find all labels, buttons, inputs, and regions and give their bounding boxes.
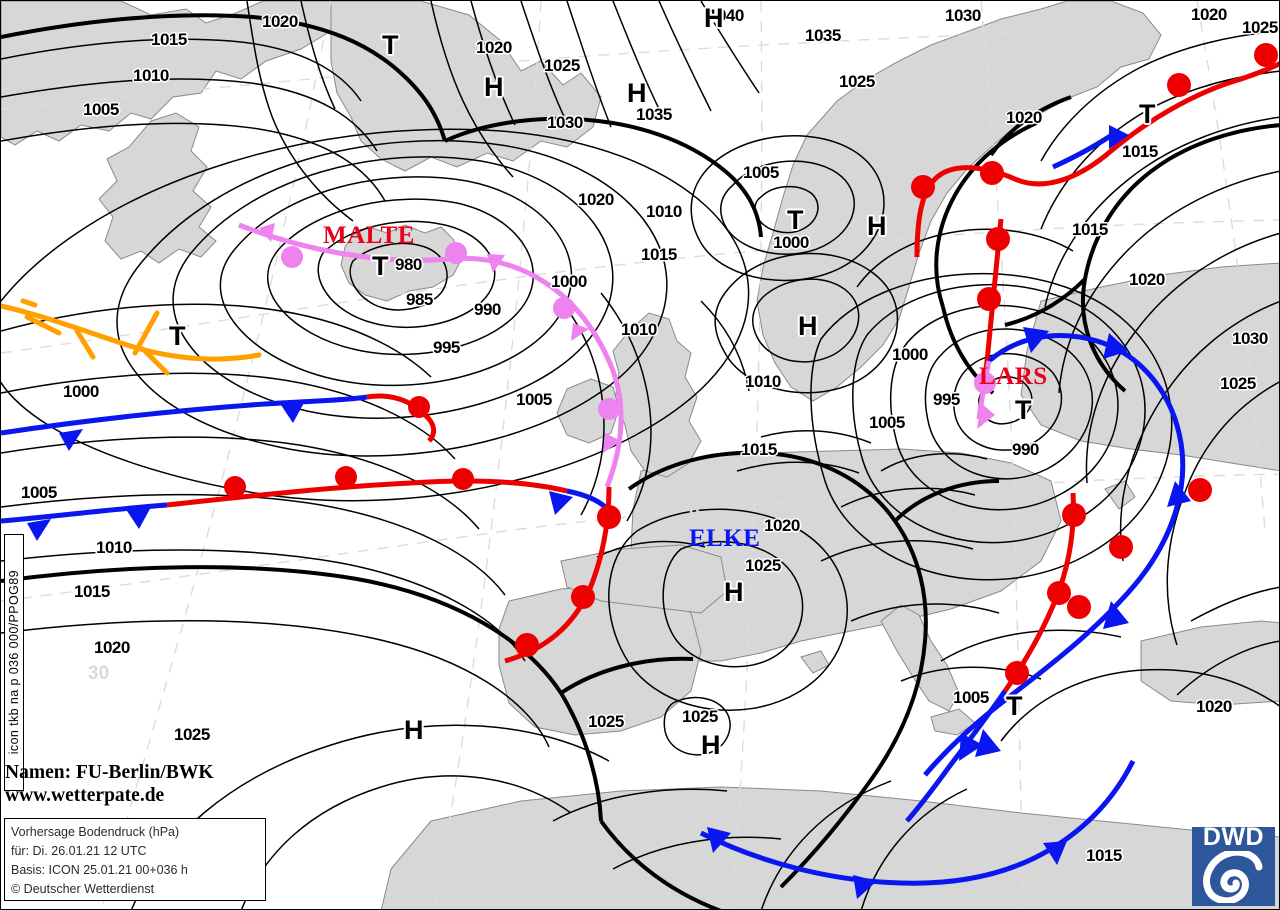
isobar-label: 1005 bbox=[743, 163, 779, 182]
isobar-label: 1030 bbox=[547, 113, 583, 132]
high-center-symbol: H bbox=[724, 577, 744, 607]
isobar-label: 1005 bbox=[21, 483, 57, 502]
isobar-label: 980 bbox=[395, 255, 422, 274]
isobar-label: 1025 bbox=[682, 707, 718, 726]
trough-line bbox=[1, 298, 262, 376]
isobar-label: 1035 bbox=[805, 26, 841, 45]
isobar-label: 1030 bbox=[945, 6, 981, 25]
graticule-label: 30 bbox=[88, 663, 110, 684]
isobar-label: 1030 bbox=[1232, 329, 1268, 348]
low-center-symbol: T bbox=[1015, 395, 1032, 425]
isobar-label: 1005 bbox=[83, 100, 119, 119]
front-norway bbox=[911, 43, 1279, 258]
front-iberia bbox=[504, 486, 621, 664]
high-center-symbol: H bbox=[627, 78, 647, 108]
front-italy bbox=[905, 492, 1086, 823]
product-id-strip: icon tkb na p 036 000/PPOG89 bbox=[4, 534, 24, 791]
isobar-label: 1000 bbox=[551, 272, 587, 291]
isobar-label: 1010 bbox=[133, 66, 169, 85]
graticule-label: 0 bbox=[689, 502, 700, 523]
isobar-label: 985 bbox=[406, 290, 433, 309]
isobar-label: 1020 bbox=[476, 38, 512, 57]
isobar-label: 1015 bbox=[74, 582, 110, 601]
isobar-label: 1015 bbox=[1122, 142, 1158, 161]
spiral-icon bbox=[1203, 851, 1263, 903]
isobar-label: 1020 bbox=[578, 190, 614, 209]
low-center-symbol: T bbox=[787, 205, 804, 235]
high-center-symbol: H bbox=[867, 211, 887, 241]
isobar-label: 1010 bbox=[96, 538, 132, 557]
low-center-symbol: T bbox=[372, 251, 389, 281]
system-name-lars: LARS bbox=[979, 363, 1048, 390]
high-center-symbol: H bbox=[404, 715, 424, 745]
isobar-label: 1005 bbox=[869, 413, 905, 432]
low-center-symbol: T bbox=[382, 30, 399, 60]
isobar-label: 1025 bbox=[174, 725, 210, 744]
isobar-label: 1020 bbox=[1129, 270, 1165, 289]
high-center-symbol: H bbox=[484, 72, 504, 102]
isobar-label: 990 bbox=[1012, 440, 1039, 459]
dwd-logo-text: DWD bbox=[1202, 827, 1265, 851]
isobar-label: 1000 bbox=[892, 345, 928, 364]
isobar-label: 1010 bbox=[646, 202, 682, 221]
credit-block: Namen: FU-Berlin/BWK www.wetterpate.de bbox=[5, 761, 214, 807]
isobar-label: 1025 bbox=[1242, 18, 1278, 37]
front-mediterranean bbox=[699, 759, 1136, 899]
isobar-label: 1040 bbox=[708, 6, 744, 25]
isobar-label: 1025 bbox=[588, 712, 624, 731]
low-center-symbol: T bbox=[169, 321, 186, 351]
front-topright-low bbox=[1051, 125, 1129, 170]
isobar-label: 1035 bbox=[636, 105, 672, 124]
graticule-label: 60 bbox=[154, 48, 176, 69]
info-copyright: © Deutscher Wetterdienst bbox=[11, 882, 155, 896]
isobar-label: 1020 bbox=[1191, 5, 1227, 24]
high-center-symbol: H bbox=[704, 3, 724, 33]
isobar-label: 1025 bbox=[1220, 374, 1256, 393]
dwd-logo: DWD bbox=[1192, 827, 1275, 906]
isobar-label: 1000 bbox=[63, 382, 99, 401]
isobar-label: 1015 bbox=[151, 30, 187, 49]
credit-line-names: Namen: FU-Berlin/BWK bbox=[5, 762, 214, 783]
occluded-front-malte bbox=[238, 222, 624, 488]
isobar-label: 1010 bbox=[621, 320, 657, 339]
info-title: Vorhersage Bodendruck (hPa) bbox=[11, 825, 180, 839]
info-basis: Basis: ICON 25.01.21 00+036 h bbox=[11, 863, 188, 877]
occluded-front-lars bbox=[974, 360, 996, 429]
credit-line-website: www.wetterpate.de bbox=[5, 785, 165, 806]
isobar-label: 1000 bbox=[773, 233, 809, 252]
high-center-symbol: H bbox=[701, 730, 721, 760]
front-atlantic-north bbox=[1, 393, 437, 451]
isobar-label: 1025 bbox=[839, 72, 875, 91]
isobar-label: 1015 bbox=[641, 245, 677, 264]
isobar-label: 1020 bbox=[262, 12, 298, 31]
system-name-malte: MALTE bbox=[323, 222, 415, 249]
isobar-label: 1025 bbox=[544, 56, 580, 75]
high-center-symbol: H bbox=[798, 311, 818, 341]
front-east-warm bbox=[1067, 478, 1212, 619]
front-lars-cold bbox=[923, 327, 1191, 777]
isobar-label: 1020 bbox=[764, 516, 800, 535]
isobar-label: 1025 bbox=[745, 556, 781, 575]
info-valid-time: für: Di. 26.01.21 12 UTC bbox=[11, 844, 147, 858]
isobar-label: 1020 bbox=[94, 638, 130, 657]
product-id-text: icon tkb na p 036 000/PPOG89 bbox=[7, 570, 21, 755]
low-center-symbol: T bbox=[1006, 691, 1023, 721]
isobar-label: 1015 bbox=[741, 440, 777, 459]
isobar-label: 1010 bbox=[745, 372, 781, 391]
isobar-label: 1015 bbox=[1072, 220, 1108, 239]
system-name-elke: ELKE bbox=[689, 525, 761, 552]
forecast-info-box: Vorhersage Bodendruck (hPa) für: Di. 26.… bbox=[4, 818, 266, 901]
isobar-label: 995 bbox=[433, 338, 460, 357]
isobar-label: 1005 bbox=[953, 688, 989, 707]
isobar-label: 1020 bbox=[1006, 108, 1042, 127]
isobar-label: 1015 bbox=[1086, 846, 1122, 865]
isobar-label: 990 bbox=[474, 300, 501, 319]
isobar-label: 1020 bbox=[1196, 697, 1232, 716]
isobar-label: 995 bbox=[933, 390, 960, 409]
isobar-label: 1005 bbox=[516, 390, 552, 409]
low-center-symbol: T bbox=[1139, 99, 1156, 129]
